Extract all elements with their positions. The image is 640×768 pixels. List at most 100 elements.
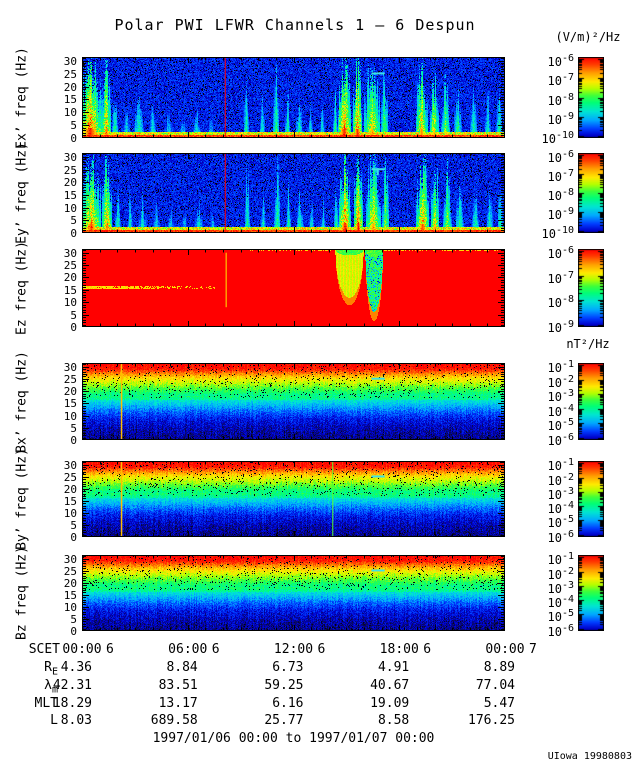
ephemeris-row-label: MLT (34, 696, 58, 711)
ephemeris-value: 4.91 (377, 660, 410, 675)
y-tick-label-ez: 25 (63, 259, 77, 273)
colorbar-label-ey: 10-6 (547, 149, 575, 166)
spectrogram-ex (82, 57, 505, 138)
y-tick-label-ez: 5 (70, 308, 77, 322)
colorbar-exponent: -5 (561, 608, 574, 620)
y-tick-label-by: 15 (63, 494, 77, 508)
colorbar-exponent: -3 (561, 579, 574, 591)
colorbar-exponent: -4 (561, 594, 574, 606)
day-tick-label: 7 (529, 642, 537, 657)
y-tick-label-by: 20 (63, 482, 77, 496)
y-tick-label-bz: 5 (70, 612, 77, 626)
colorbar-bz (578, 555, 604, 631)
ephemeris-row-label: λm (44, 678, 58, 696)
ephemeris-value: 176.25 (468, 713, 515, 728)
colorbar-exponent: -9 (561, 205, 574, 217)
y-tick-label-ez: 15 (63, 283, 77, 297)
colorbar-label-ex: 10-6 (547, 53, 575, 70)
colorbar-by (578, 461, 604, 537)
y-tick-label-ey: 20 (63, 176, 77, 190)
time-tick-label: 18:00 (379, 642, 419, 657)
colorbar-label-bz: 10-2 (547, 565, 575, 582)
colorbar-exponent: -7 (561, 168, 574, 180)
colorbar-label-bz: 10-3 (547, 579, 575, 596)
colorbar-exponent: -7 (561, 269, 574, 281)
colorbar-exponent: -6 (561, 431, 574, 443)
ephemeris-value: 42.31 (52, 678, 92, 693)
y-tick-label-ez: 30 (63, 246, 77, 260)
ephemeris-value: 8.84 (166, 660, 198, 675)
time-tick-label: 00:00 (62, 642, 102, 657)
y-axis-label-bx: Bx’ freq (Hz) (14, 350, 30, 453)
colorbar-exponent: -6 (561, 53, 574, 65)
y-tick-label-ey: 10 (63, 201, 77, 215)
colorbar-label-ey: 10-8 (547, 187, 575, 203)
colorbar-label-bz: 10-5 (547, 608, 575, 625)
y-tick-label-bz: 15 (63, 588, 77, 602)
colorbar-ex (578, 57, 604, 138)
colorbar-exponent: -2 (561, 565, 574, 577)
colorbar-label-ey: 10-9 (547, 205, 575, 222)
ephemeris-row-label-sub: E (51, 666, 58, 678)
colorbar-label-ex: 10-8 (547, 91, 575, 108)
colorbar-ez (578, 249, 604, 327)
colorbar-exponent: -9 (561, 110, 574, 122)
colorbar-exponent: -1 (561, 551, 574, 563)
colorbar-exponent: -4 (561, 500, 574, 512)
colorbar-label-bz: 10-1 (547, 551, 575, 568)
spectrogram-ez (82, 249, 505, 327)
y-tick-label-ey: 25 (63, 163, 77, 177)
colorbar-label-bx: 10-4 (547, 402, 575, 419)
colorbar-exponent: -7 (561, 72, 574, 84)
spectrogram-by (82, 461, 505, 537)
time-tick-label: 12:00 (273, 642, 314, 657)
y-tick-label-ey: 5 (70, 214, 77, 228)
colorbar-exponent: -9 (561, 318, 574, 330)
colorbar-label-ez: 10-8 (547, 294, 575, 311)
colorbar-label-ex: 10-9 (547, 110, 575, 127)
colorbar-exponent: -1 (561, 457, 574, 469)
colorbar-exponent: -2 (561, 471, 574, 483)
y-tick-label-bz: 10 (63, 600, 77, 614)
ephemeris-value: 6.16 (272, 696, 304, 711)
day-tick-label: 6 (423, 642, 432, 657)
colorbar-label-ez: 10-7 (547, 269, 575, 286)
y-tick-label-by: 5 (70, 518, 77, 532)
y-tick-label-ex: 15 (63, 93, 77, 107)
colorbar-exponent: -6 (561, 622, 574, 634)
ephemeris-value: 5.47 (483, 696, 515, 711)
day-tick-label: 6 (106, 642, 114, 657)
y-tick-label-ey: 15 (63, 188, 77, 202)
y-tick-label-bx: 0 (70, 434, 77, 447)
ephemeris-value: 83.51 (158, 678, 198, 693)
colorbar-exponent: -10 (555, 224, 574, 236)
y-tick-label-bz: 0 (70, 625, 77, 638)
time-tick-label: 06:00 (168, 642, 208, 657)
colorbar-exponent: -8 (561, 91, 574, 103)
ephemeris-value: 13.17 (158, 696, 198, 711)
y-tick-label-ex: 20 (63, 80, 77, 94)
colorbar-label-bz: 10-4 (547, 594, 575, 611)
y-tick-label-by: 25 (63, 470, 77, 484)
colorbar-ey (578, 153, 604, 233)
colorbar-exponent: -2 (561, 373, 574, 385)
spectrogram-bx (82, 363, 505, 440)
colorbar-label-by: 10-6 (547, 528, 575, 545)
colorbar-exponent: -3 (561, 485, 574, 497)
colorbar-bx (578, 363, 604, 440)
y-tick-label-bx: 15 (63, 397, 77, 411)
ephemeris-value: 18.29 (52, 696, 92, 711)
colorbar-label-by: 10-4 (547, 500, 575, 517)
colorbar-label-ey: 10-7 (547, 168, 575, 185)
colorbar-label-ex: 10-7 (547, 72, 575, 89)
colorbar-exponent: -6 (561, 245, 574, 257)
ephemeris-value: 77.04 (475, 678, 515, 693)
ephemeris-value: 40.67 (370, 678, 410, 693)
ephemeris-row-label: L (50, 713, 58, 728)
y-tick-label-ez: 20 (63, 271, 77, 285)
y-tick-label-bx: 5 (70, 421, 77, 435)
ephemeris-value: 8.03 (60, 713, 92, 728)
y-tick-label-bz: 20 (63, 576, 77, 590)
y-tick-label-bx: 25 (63, 372, 77, 386)
colorbar-exponent: -1 (561, 359, 574, 371)
